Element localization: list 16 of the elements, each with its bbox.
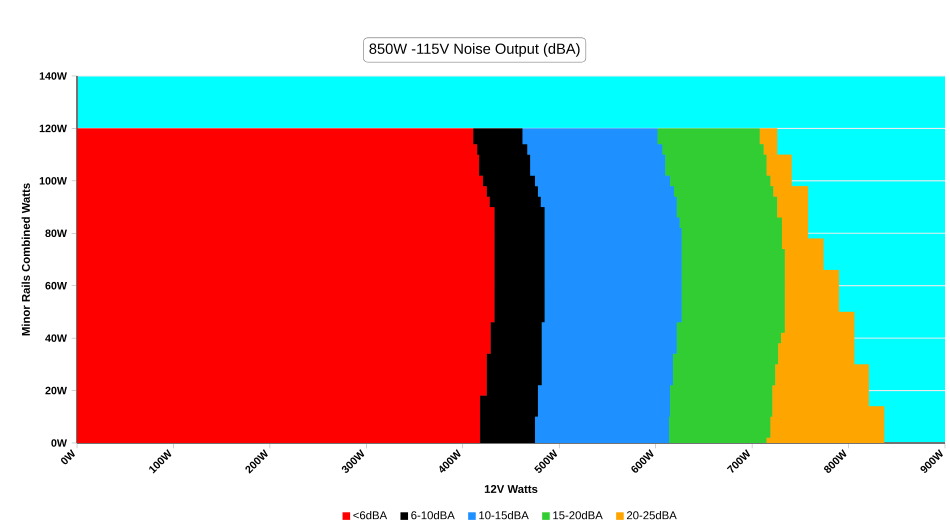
legend-label: 20-25dBA xyxy=(626,510,677,520)
y-axis-title: Minor Rails Combined Watts xyxy=(22,183,30,336)
y-tick-label: 100W xyxy=(40,177,67,185)
y-tick-label: 80W xyxy=(45,230,67,238)
legend-label: 15-20dBA xyxy=(553,510,603,520)
legend-label: 6-10dBA xyxy=(411,510,455,520)
y-tick-label: 0W xyxy=(51,439,67,447)
y-tick-label: 120W xyxy=(40,124,67,132)
x-axis-title: 12V Watts xyxy=(484,485,538,494)
y-tick-label: 60W xyxy=(45,282,67,290)
y-tick-label: 140W xyxy=(40,72,67,80)
y-tick-label: 20W xyxy=(45,386,67,394)
legend-label: 10-15dBA xyxy=(479,510,529,520)
chart-title: 850W -115V Noise Output (dBA) xyxy=(369,43,580,57)
y-tick-label: 40W xyxy=(45,334,67,342)
legend-label: <6dBA xyxy=(353,510,388,520)
